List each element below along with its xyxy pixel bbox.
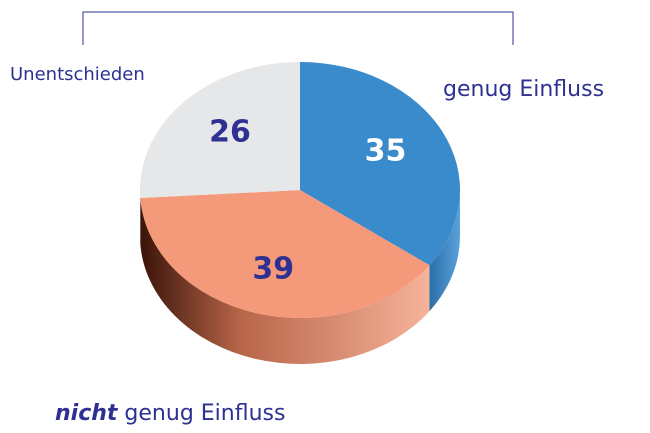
pie-slice: [140, 62, 300, 199]
pie-side: [140, 198, 430, 364]
label-emphasis: nicht: [55, 401, 119, 426]
value-label: 35: [365, 134, 407, 169]
value-label: 39: [252, 251, 294, 286]
category-label: nicht genug Einfluss: [55, 401, 285, 426]
bracket: [82, 11, 514, 45]
category-label: Unentschieden: [10, 64, 145, 85]
category-label: genug Einfluss: [443, 77, 604, 102]
pie-slice: [140, 190, 430, 318]
label-rest: genug Einfluss: [117, 401, 285, 426]
pie-side: [429, 190, 460, 312]
pie-slice: [300, 62, 460, 266]
pie: [140, 62, 460, 364]
value-label: 26: [209, 115, 251, 150]
